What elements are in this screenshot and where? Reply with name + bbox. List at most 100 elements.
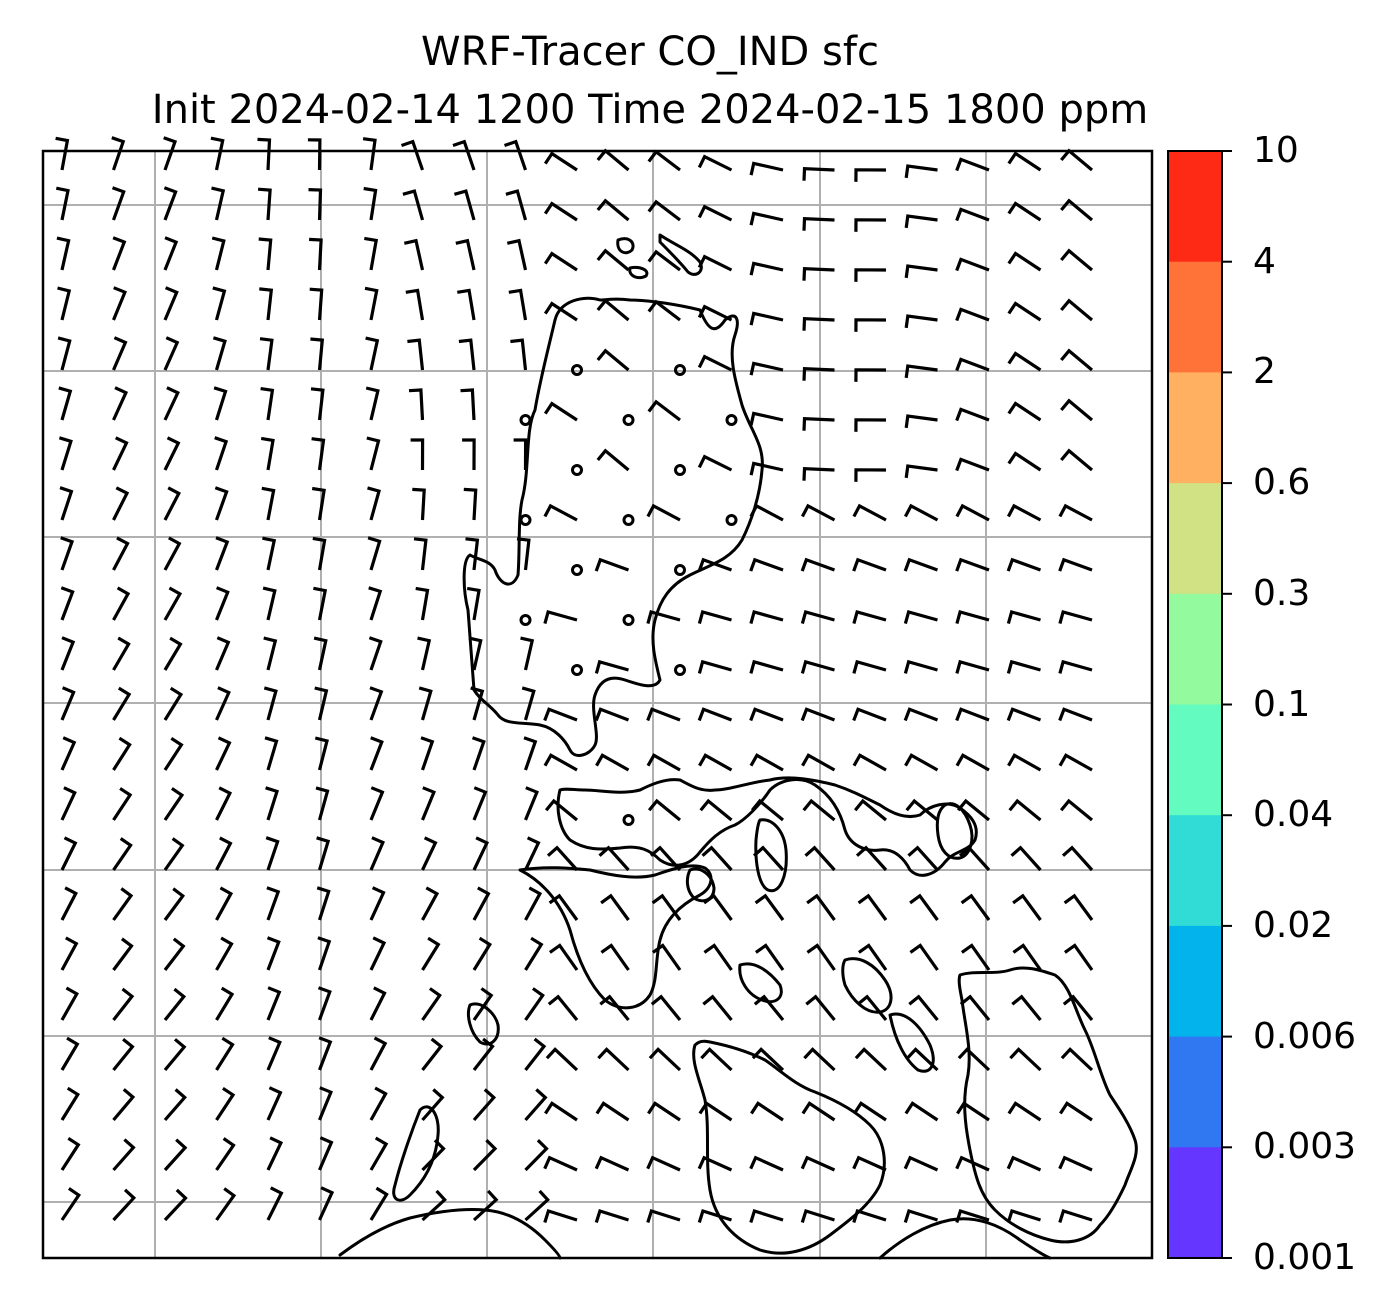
colorbar-segment-4 [1168,593,1222,706]
wind-barb-106 [112,386,129,421]
wind-barb-177 [516,537,531,571]
wind-barb-53 [596,248,630,272]
wind-barb-47 [309,237,323,271]
wind-barb-226 [852,659,887,674]
wind-barb-174 [367,536,382,571]
wind-barb-341 [317,936,332,971]
wind-barb-293 [1059,798,1094,822]
wind-barb-159 [646,503,681,522]
wind-barb-95 [596,348,630,372]
wind-barb-99 [802,367,835,381]
wind-barb-201 [646,610,681,625]
wind-barb-13 [697,154,733,172]
wind-barb-321 [369,886,386,921]
wind-barb-123 [955,407,990,422]
wind-barb-254 [163,736,184,771]
wind-barb-367 [547,994,579,1022]
wind-barb-325 [548,893,579,921]
colorbar-label-0: 10 [1253,130,1299,171]
wind-barb-278 [315,786,330,821]
wind-barb-272 [1058,753,1093,772]
colorbar-label-9: 0.003 [1253,1126,1357,1168]
wind-barb-283 [544,798,579,822]
wind-barb-306 [649,845,682,872]
wind-barb-274 [112,787,133,821]
wind-barb-329 [754,893,785,921]
wind-barb-173 [312,536,327,571]
wind-barb-398 [1060,1047,1094,1072]
wind-barb-370 [702,994,733,1022]
calm-marker-180 [674,564,686,576]
wind-barb-234 [215,686,231,721]
wind-barb-193 [262,586,277,621]
wind-barb-199 [543,610,578,625]
wind-barb-441 [60,1187,82,1221]
wind-barb-416 [904,1101,939,1122]
wind-barb-237 [369,686,384,721]
coastline-island-mid-6 [754,818,788,893]
wind-barb-59 [904,264,938,279]
calm-marker-178 [571,564,583,576]
colorbar-label-10: 0.001 [1253,1237,1357,1278]
wind-barb-460 [1006,1208,1041,1223]
wind-barb-262 [543,753,578,772]
wind-barb-102 [955,357,990,372]
wind-barb-291 [956,798,991,822]
wind-barb-385 [421,1037,444,1071]
wind-barb-426 [369,1136,389,1171]
colorbar-segment-3 [1168,483,1222,595]
wind-barb-458 [903,1208,938,1223]
wind-barb-148 [112,486,130,521]
wind-barb-194 [313,586,328,621]
wind-barb-183 [800,557,836,572]
wind-barb-349 [703,943,733,971]
wind-barb-155 [463,487,478,521]
calm-markers [519,364,738,826]
wind-barb-82 [1007,301,1042,322]
wind-barb-101 [904,364,938,379]
wind-barb-286 [699,798,733,822]
wind-barb-229 [1006,659,1041,674]
wind-barb-350 [754,943,785,971]
wind-barb-215 [313,636,328,671]
wind-barb-28 [402,189,425,221]
wind-barb-334 [1012,893,1042,921]
wind-barb-223 [697,659,732,674]
wind-barb-267 [801,753,836,772]
wind-barb-98 [749,361,784,376]
calm-marker-136 [571,464,583,476]
colorbar-label-4: 0.3 [1253,572,1311,614]
wind-barb-126 [58,436,73,471]
wind-barb-153 [367,486,381,521]
wind-barb-382 [266,1036,282,1071]
wind-barb-363 [369,986,387,1021]
wind-barb-88 [259,337,274,371]
calm-marker-220 [571,664,583,676]
wind-barb-423 [215,1137,236,1171]
wind-barb-36 [802,217,835,231]
wind-barb-244 [697,707,733,722]
wind-barb-166 [1006,503,1042,522]
calm-marker-138 [674,464,686,476]
coastline-island-east [935,802,974,860]
coastline-island-mid-2 [738,962,783,1004]
wind-barb-71 [457,288,476,321]
wind-barb-7 [400,139,425,171]
wind-barb-163 [852,503,887,522]
wind-barb-440 [1058,1155,1093,1172]
colorbar-segment-2 [1168,372,1222,484]
wind-barb-49 [403,238,425,271]
wind-barb-45 [211,236,226,271]
wind-barb-62 [1060,248,1094,272]
wind-barb-188 [1058,557,1093,572]
wind-barb-108 [213,386,228,421]
colorbar-label-1: 4 [1253,240,1276,282]
wind-barb-197 [466,586,481,621]
wind-barb-57 [802,267,835,281]
colorbar-label-3: 0.6 [1253,462,1311,504]
wind-barb-327 [651,893,682,921]
wind-barb-404 [318,1086,333,1121]
wind-barb-38 [904,214,938,229]
calm-marker-200 [622,614,635,626]
wind-barb-84 [57,336,72,371]
